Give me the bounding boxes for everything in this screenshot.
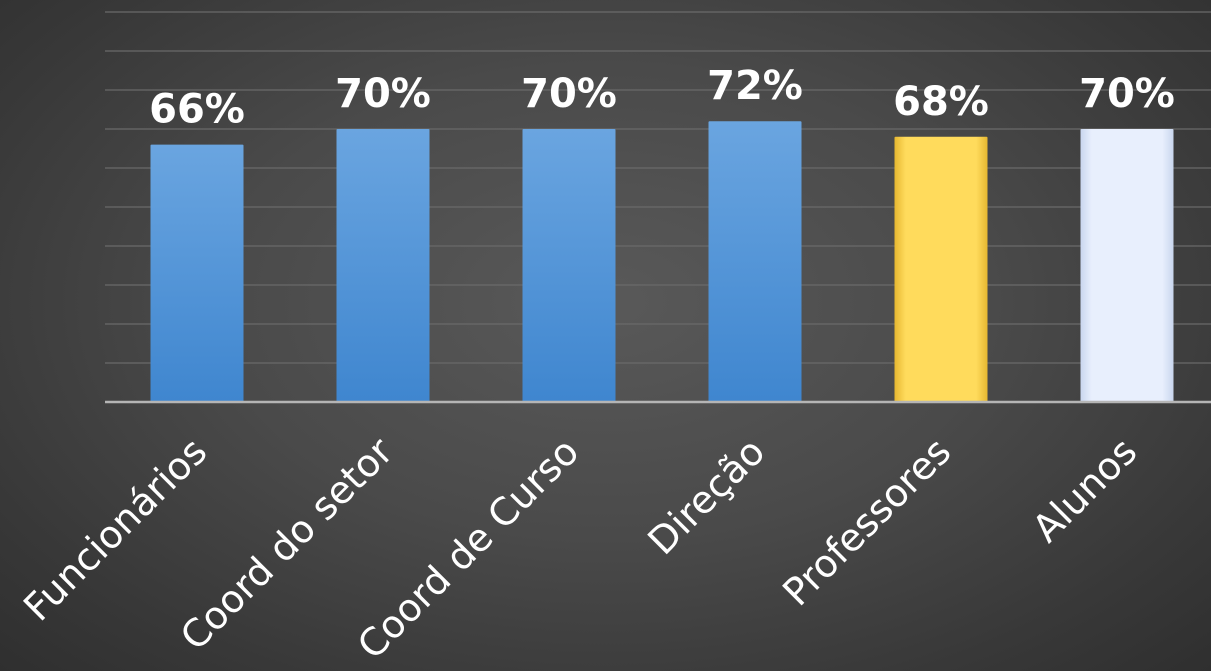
category-label: Funcionários — [15, 429, 215, 629]
data-labels: 66% 70% 70% 72% 68% 70% — [149, 63, 1175, 132]
category-label: Direção — [639, 429, 773, 563]
data-label: 68% — [893, 79, 989, 125]
data-label: 72% — [707, 63, 803, 109]
bar — [1080, 129, 1174, 402]
category-label: Professores — [774, 429, 959, 614]
bars — [150, 121, 1174, 403]
bar — [708, 121, 802, 402]
bar — [336, 129, 430, 402]
bar — [522, 129, 616, 402]
data-label: 70% — [521, 71, 617, 117]
data-label: 70% — [335, 71, 431, 117]
data-label: 66% — [149, 87, 245, 133]
bar — [150, 144, 244, 402]
category-label: Alunos — [1024, 429, 1145, 550]
data-label: 70% — [1079, 71, 1175, 117]
bar — [894, 136, 988, 403]
gridlines — [105, 11, 1211, 364]
